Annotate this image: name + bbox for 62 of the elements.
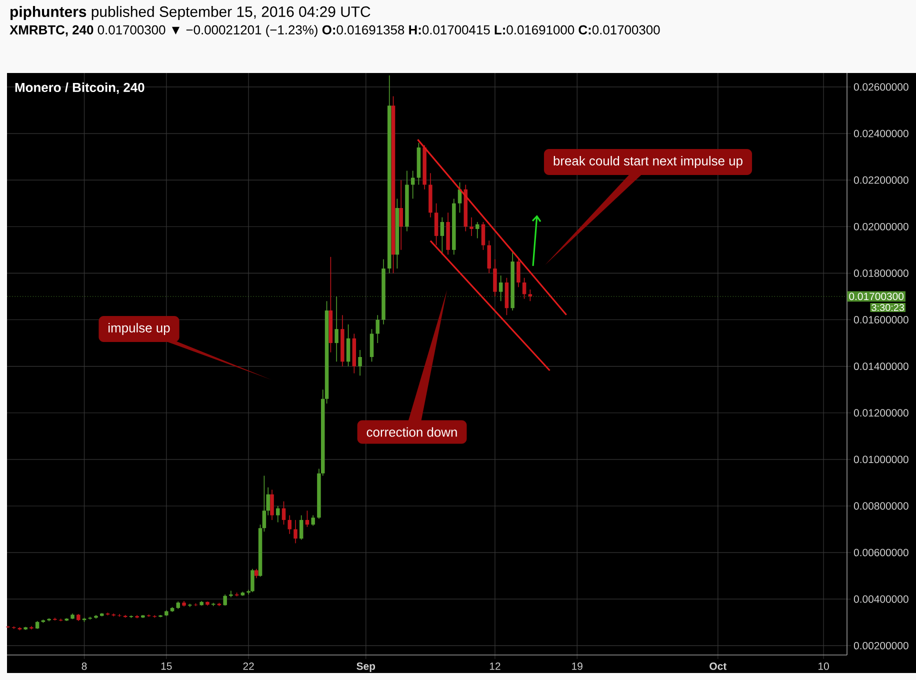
candlestick	[346, 324, 350, 367]
candlestick	[276, 506, 280, 523]
candlestick	[470, 216, 474, 236]
candlestick	[250, 568, 254, 593]
y-tick-label: 0.02200000	[854, 176, 908, 184]
y-tick-label: 0.02400000	[854, 130, 908, 138]
candlestick	[498, 275, 503, 302]
candlestick	[282, 500, 286, 526]
x-tick-label: 15	[161, 662, 172, 670]
y-tick-label: 0.00200000	[854, 642, 908, 650]
candlestick	[30, 626, 34, 630]
annotation: break could start next impulse up	[554, 156, 742, 168]
x-tick-label: 19	[572, 662, 582, 670]
candlestick	[410, 170, 415, 200]
x-tick-label: 12	[490, 662, 500, 670]
candlestick	[475, 222, 480, 239]
candlestick	[223, 594, 227, 606]
text: 3:30:23	[872, 304, 904, 312]
x-tick-label: Sep	[356, 662, 376, 672]
candlestick	[399, 180, 403, 250]
candlestick	[528, 289, 532, 302]
chart-title: piphunters published September 15, 2016 04:29 UTC	[10, 6, 370, 20]
candlestick	[334, 296, 338, 362]
candlestick	[481, 222, 486, 250]
candlestick	[254, 568, 258, 579]
candlestick	[311, 514, 315, 526]
candlestick	[522, 277, 526, 300]
y-tick-label: 0.00400000	[854, 595, 908, 603]
candlestick	[440, 216, 444, 255]
candlestick	[288, 514, 292, 534]
candlestick	[294, 520, 298, 544]
y-tick-label: 0.00600000	[854, 548, 908, 556]
candlestick	[370, 328, 374, 362]
y-tick-label: 0.01000000	[854, 456, 908, 464]
ref-line-label: 0.01700300	[849, 292, 904, 300]
candlestick	[434, 202, 438, 246]
candlestick	[299, 514, 304, 540]
y-tick-label: 0.01200000	[854, 409, 908, 417]
y-tick-label: 0.01800000	[854, 270, 908, 277]
candlestick	[118, 614, 122, 618]
text: XMRBTC, 240 0.01700300 ▼ −0.00021201 (−1.23%) O:0.01691358 H:0.01700415 L:0.01691000 C:0.01700300	[10, 24, 660, 38]
candlestick	[305, 510, 310, 528]
candlestick	[229, 590, 233, 598]
y-tick-label: 0.00800000	[854, 502, 908, 510]
candlestick	[270, 489, 274, 520]
candlestick	[358, 350, 362, 376]
candlestick	[487, 240, 491, 274]
candlestick	[376, 314, 380, 344]
x-tick-label: Oct	[710, 662, 727, 670]
x-tick-label: 22	[243, 662, 254, 670]
y-tick-label: 0.01600000	[854, 316, 908, 324]
candlestick	[493, 258, 497, 297]
annotation: impulse up	[108, 322, 170, 336]
x-tick-label: 8	[82, 662, 87, 670]
y-tick-label: 0.02000000	[854, 222, 908, 230]
candlestick	[262, 475, 266, 532]
candlestick	[516, 258, 520, 288]
x-tick-label: 10	[818, 662, 829, 670]
annotation: correction down	[366, 427, 457, 437]
y-tick-label: 0.01400000	[854, 362, 908, 370]
annotation: Monero / Bitcoin, 240	[15, 82, 144, 94]
y-tick-label: 0.02600000	[854, 83, 908, 91]
